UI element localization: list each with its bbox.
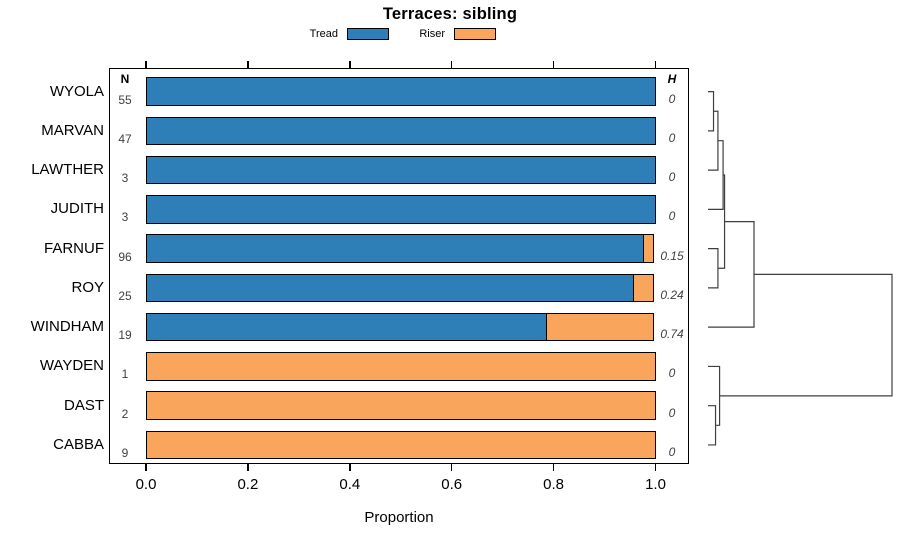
riser-bar-segment <box>146 391 656 420</box>
tread-bar-segment <box>146 77 656 106</box>
legend: Tread Riser <box>296 27 496 41</box>
x-top-tick <box>450 61 453 68</box>
h-value: 0 <box>668 366 676 381</box>
category-label-wayden: WAYDEN <box>39 357 104 375</box>
x-top-tick <box>349 61 351 68</box>
riser-bar-segment <box>545 312 654 342</box>
x-axis-title: Proportion <box>364 509 434 526</box>
n-value: 25 <box>118 288 132 303</box>
tread-bar-segment <box>146 234 645 263</box>
plot-area <box>109 68 689 464</box>
n-value: 96 <box>118 249 132 264</box>
category-label-windham: WINDHAM <box>30 318 104 336</box>
n-value: 9 <box>121 445 129 460</box>
legend-swatch-riser <box>454 28 496 40</box>
bar-row <box>146 391 656 420</box>
h-column-header: H <box>667 72 677 86</box>
bar-row <box>146 273 654 303</box>
h-value: 0 <box>668 170 676 185</box>
category-label-wyola: WYOLA <box>49 82 104 100</box>
x-tick-label: 0.2 <box>237 476 259 493</box>
bar-row <box>146 155 656 185</box>
tread-bar-segment <box>146 116 656 146</box>
x-tick-label: 0.4 <box>339 476 361 493</box>
n-value: 2 <box>121 406 129 421</box>
h-value: 0 <box>668 130 676 145</box>
tread-bar-segment <box>146 195 656 224</box>
n-value: 3 <box>121 210 129 225</box>
n-column-header: N <box>120 72 130 86</box>
category-label-lawther: LAWTHER <box>31 161 104 179</box>
bar-row <box>146 234 654 263</box>
n-value: 1 <box>121 367 129 382</box>
category-label-dast: DAST <box>63 396 104 414</box>
x-tick-label: 0.6 <box>441 476 463 493</box>
x-top-tick <box>552 61 555 68</box>
category-label-marvan: MARVAN <box>41 121 104 139</box>
h-value: 0.74 <box>660 327 684 342</box>
h-value: 0.15 <box>660 248 684 263</box>
tread-bar-segment <box>146 273 635 303</box>
x-tick-label: 0.0 <box>135 476 157 493</box>
x-tick-label: 1.0 <box>645 476 666 493</box>
x-bottom-tick <box>654 464 657 471</box>
x-bottom-tick <box>552 464 555 471</box>
x-bottom-tick <box>145 464 147 471</box>
bar-row <box>146 116 656 146</box>
x-bottom-tick <box>247 464 249 471</box>
x-bottom-tick <box>349 464 351 471</box>
n-value: 19 <box>118 328 132 343</box>
legend-swatch-tread <box>347 28 389 40</box>
bar-row <box>146 312 654 342</box>
tread-bar-segment <box>146 312 548 342</box>
bar-row <box>146 195 656 224</box>
riser-bar-segment <box>632 273 654 303</box>
riser-bar-segment <box>146 430 656 460</box>
bar-row <box>146 352 656 381</box>
category-label-judith: JUDITH <box>50 200 104 218</box>
bar-row <box>146 430 656 460</box>
riser-bar-segment <box>642 234 654 263</box>
category-label-roy: ROY <box>71 278 104 296</box>
x-top-tick <box>654 61 657 68</box>
n-value: 55 <box>118 92 132 107</box>
chart-title: Terraces: sibling <box>382 5 518 23</box>
n-value: 47 <box>118 131 132 146</box>
tread-bar-segment <box>146 155 656 185</box>
n-value: 3 <box>121 171 129 186</box>
x-tick-label: 0.8 <box>543 476 565 493</box>
category-label-cabba: CABBA <box>53 435 104 453</box>
x-top-tick <box>247 61 249 68</box>
x-bottom-tick <box>450 464 453 471</box>
x-top-tick <box>145 61 147 68</box>
h-value: 0 <box>668 209 676 224</box>
h-value: 0 <box>668 444 676 459</box>
dendrogram-branches <box>708 91 893 446</box>
h-value: 0.24 <box>660 287 684 302</box>
category-label-farnuf: FARNUF <box>44 239 104 257</box>
legend-label-riser: Riser <box>419 28 445 40</box>
riser-bar-segment <box>146 352 656 381</box>
h-value: 0 <box>668 405 676 420</box>
legend-label-tread: Tread <box>309 28 338 40</box>
bar-row <box>146 77 656 106</box>
h-value: 0 <box>668 91 676 106</box>
